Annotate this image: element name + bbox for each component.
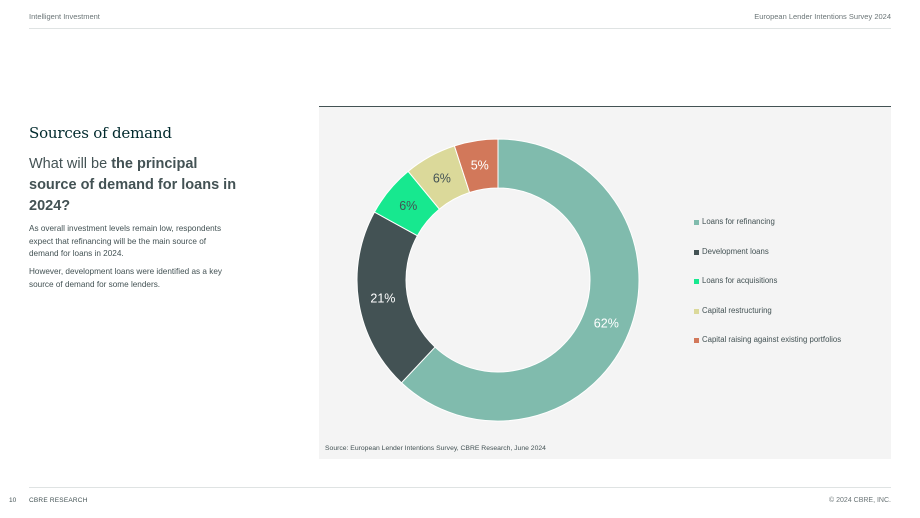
header-divider	[29, 28, 891, 29]
page-number: 10	[9, 497, 17, 504]
legend-swatch	[694, 279, 699, 284]
question-prefix: What will be	[29, 156, 112, 172]
question-bold: the principal source of demand for loans…	[29, 156, 237, 214]
source-note: Source: European Lender Intentions Surve…	[325, 445, 546, 452]
legend-label: Capital restructuring	[702, 305, 772, 315]
slice-label-5: 5%	[471, 158, 489, 172]
question-heading: What will be the principal source of dem…	[29, 154, 239, 217]
footer-copyright: © 2024 CBRE, INC.	[829, 497, 891, 504]
chart-panel: 62% 21% 6% 6% 5% Loans for refinancing Develo…	[319, 106, 891, 459]
legend-swatch	[694, 249, 699, 255]
slice-label-3: 6%	[399, 199, 417, 213]
legend-label: Loans for acquisitions	[702, 276, 778, 285]
slice-label-2: 21%	[370, 292, 395, 306]
header-left-label: Intelligent Investment	[29, 12, 100, 21]
slice-label-1: 62%	[594, 316, 619, 330]
paragraph-2: However, development loans were identifi…	[29, 267, 222, 289]
footer-left-label: CBRE RESEARCH	[29, 497, 88, 504]
legend-label: Development loans	[702, 246, 769, 256]
paragraph-1: As overall investment levels remain low,…	[29, 224, 222, 258]
legend-label: Capital raising against existing portfol…	[702, 335, 842, 344]
legend-swatch	[694, 338, 699, 343]
donut-slice-1	[400, 138, 640, 422]
legend-label: Loans for refinancing	[702, 217, 775, 226]
header-right-label: European Lender Intentions Survey 2024	[754, 12, 891, 21]
legend-swatch	[694, 220, 699, 225]
section-title: Sources of demand	[29, 124, 172, 142]
footer-divider	[29, 487, 891, 488]
slice-label-4: 6%	[433, 171, 451, 185]
donut-slice-5	[453, 138, 499, 194]
legend-swatch	[694, 308, 699, 314]
donut-chart: 62% 21% 6% 6% 5%	[356, 138, 640, 422]
donut-slice-2	[356, 211, 436, 384]
